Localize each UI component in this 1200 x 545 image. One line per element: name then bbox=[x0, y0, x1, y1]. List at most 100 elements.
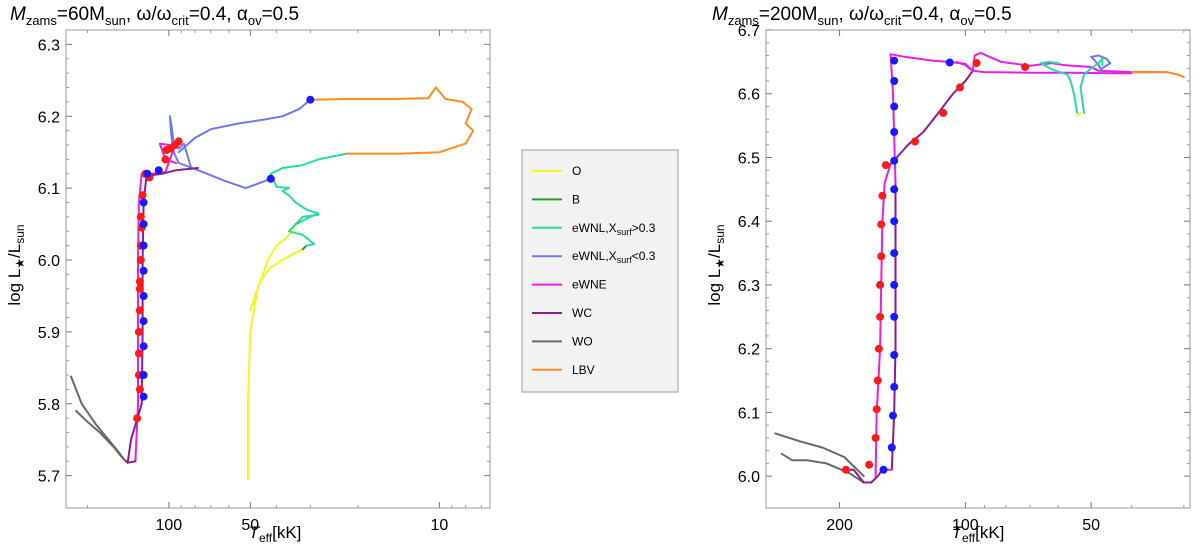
marker-point bbox=[266, 174, 275, 183]
marker-point bbox=[872, 405, 881, 414]
y-tick-label: 5.8 bbox=[38, 397, 60, 414]
y-tick-label: 5.9 bbox=[38, 325, 60, 342]
series-line bbox=[287, 213, 320, 247]
marker-point bbox=[139, 317, 148, 326]
right-y-ticks: 6.0 6.1 6.2 6.3 6.4 6.5 6.6 6.7 bbox=[738, 23, 1190, 486]
right-panel: Mzams=200Msun, ω/ωcrit=0.4, αov=0.5 6.0 6… bbox=[705, 4, 1191, 545]
marker-point bbox=[139, 220, 148, 229]
marker-point bbox=[139, 292, 148, 300]
x-tick-label: 200 bbox=[826, 517, 853, 534]
marker-point bbox=[890, 102, 899, 111]
series-line bbox=[780, 452, 865, 484]
series-line bbox=[177, 98, 312, 154]
legend-label: B bbox=[572, 192, 580, 206]
marker-point bbox=[890, 217, 899, 226]
legend-label: WC bbox=[572, 306, 592, 320]
series-line bbox=[955, 60, 1133, 75]
legend-label: eWNL,Xsurf<0.3 bbox=[572, 249, 656, 265]
marker-point bbox=[874, 344, 883, 353]
legend-label: LBV bbox=[572, 363, 595, 377]
marker-point bbox=[873, 376, 882, 385]
y-tick-label: 6.1 bbox=[738, 405, 760, 422]
marker-point bbox=[139, 266, 148, 275]
marker-point bbox=[139, 342, 148, 351]
left-title: Mzams=60Msun, ω/ωcrit=0.4, αov=0.5 bbox=[10, 4, 299, 28]
marker-point bbox=[133, 414, 142, 423]
marker-point bbox=[890, 128, 899, 136]
y-tick-label: 6.3 bbox=[38, 37, 60, 54]
marker-point bbox=[945, 58, 954, 67]
y-tick-label: 6.2 bbox=[738, 342, 760, 359]
marker-point bbox=[877, 252, 886, 261]
y-tick-label: 6.1 bbox=[38, 181, 60, 198]
marker-point bbox=[161, 155, 170, 164]
marker-point bbox=[135, 385, 144, 394]
left-series bbox=[70, 86, 475, 481]
left-markers bbox=[133, 95, 315, 423]
marker-point bbox=[143, 169, 152, 178]
series-line bbox=[269, 152, 348, 190]
marker-point bbox=[879, 465, 888, 474]
marker-point bbox=[911, 137, 919, 146]
series-line bbox=[309, 86, 475, 155]
right-x-axis-label: Teff[kK] bbox=[952, 523, 1005, 545]
left-y-ticks: 5.7 5.8 5.9 6.0 6.1 6.2 6.3 bbox=[38, 37, 490, 486]
series-line bbox=[889, 69, 974, 165]
marker-point bbox=[134, 349, 143, 358]
y-tick-label: 5.7 bbox=[38, 469, 60, 486]
marker-point bbox=[162, 146, 171, 154]
y-tick-label: 6.3 bbox=[738, 278, 760, 295]
marker-point bbox=[135, 277, 144, 286]
series-line bbox=[247, 223, 297, 481]
marker-point bbox=[154, 166, 163, 175]
x-tick-label: 50 bbox=[1082, 517, 1100, 534]
marker-point bbox=[890, 280, 899, 289]
y-tick-label: 6.7 bbox=[738, 23, 760, 40]
y-tick-label: 6.0 bbox=[738, 469, 760, 486]
x-tick-label: 100 bbox=[156, 517, 183, 534]
left-x-ticks: 100 50 10 bbox=[86, 30, 482, 534]
marker-point bbox=[890, 156, 899, 165]
marker-point bbox=[174, 137, 183, 146]
marker-point bbox=[139, 241, 148, 250]
legend-label: WO bbox=[572, 334, 593, 348]
series-line bbox=[862, 468, 884, 484]
marker-point bbox=[136, 212, 145, 221]
marker-point bbox=[878, 191, 887, 200]
left-panel: Mzams=60Msun, ω/ωcrit=0.4, αov=0.5 5.7 5.… bbox=[5, 4, 491, 545]
marker-point bbox=[876, 312, 885, 321]
marker-point bbox=[865, 460, 874, 469]
marker-point bbox=[136, 256, 145, 264]
marker-point bbox=[1021, 63, 1029, 71]
left-x-axis-label: Teff[kK] bbox=[249, 523, 302, 545]
marker-point bbox=[890, 185, 899, 194]
marker-point bbox=[138, 191, 147, 200]
x-tick-label: 100 bbox=[952, 517, 979, 534]
marker-point bbox=[890, 249, 899, 258]
marker-point bbox=[881, 161, 890, 170]
x-tick-label: 50 bbox=[241, 517, 259, 534]
right-title: Mzams=200Msun, ω/ωcrit=0.4, αov=0.5 bbox=[712, 4, 1012, 28]
left-plot-frame bbox=[65, 29, 491, 509]
y-tick-label: 6.5 bbox=[738, 150, 760, 167]
marker-point bbox=[139, 371, 148, 379]
legend-label: eWNL,Xsurf>0.3 bbox=[572, 221, 656, 237]
marker-point bbox=[887, 443, 896, 452]
right-x-ticks: 200 100 50 bbox=[765, 30, 1185, 534]
series-line bbox=[1079, 57, 1104, 114]
series-line bbox=[145, 167, 199, 177]
legend-label: O bbox=[572, 164, 581, 178]
marker-point bbox=[890, 351, 899, 359]
marker-point bbox=[139, 392, 148, 401]
marker-point bbox=[139, 198, 148, 207]
marker-point bbox=[890, 56, 899, 65]
right-y-axis-label: log L★/Lsun bbox=[705, 224, 727, 305]
right-markers bbox=[842, 56, 1029, 474]
y-tick-label: 6.4 bbox=[738, 214, 760, 231]
marker-point bbox=[135, 284, 144, 293]
series-line bbox=[1076, 111, 1082, 117]
series-line bbox=[1130, 71, 1185, 79]
